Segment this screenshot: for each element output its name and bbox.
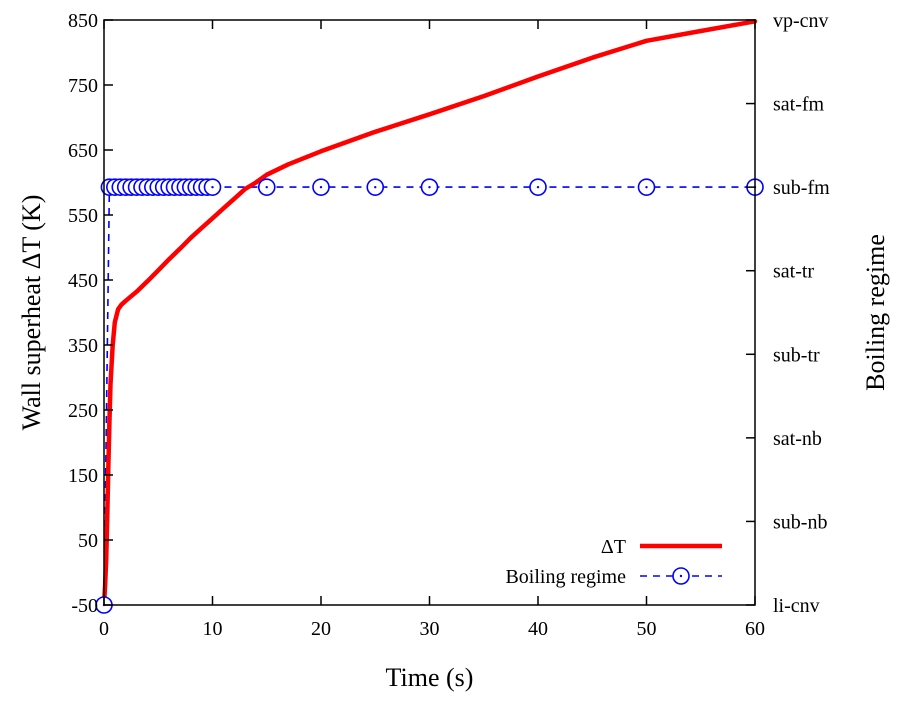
legend: ΔT Boiling regime bbox=[505, 536, 722, 588]
plot-frame bbox=[103, 19, 756, 606]
x-tick-label: 20 bbox=[311, 618, 331, 640]
x-axis-title: Time (s) bbox=[386, 663, 474, 692]
y2-tick-label: vp-cnv bbox=[773, 10, 829, 32]
boiling-regime-point-center bbox=[265, 185, 268, 189]
x-tick-label: 40 bbox=[528, 618, 548, 640]
y2-tick-label: sat-nb bbox=[773, 428, 822, 450]
legend-label-boiling-regime: Boiling regime bbox=[505, 566, 626, 588]
series-boiling-regime-line bbox=[103, 186, 755, 606]
y2-axis-title: Boiling regime bbox=[861, 234, 890, 391]
y-tick-label: 750 bbox=[68, 75, 98, 97]
boiling-regime-point-center bbox=[211, 185, 214, 189]
x-tick-label: 30 bbox=[420, 618, 440, 640]
plot-layer bbox=[95, 19, 764, 614]
y-tick-label: 50 bbox=[78, 530, 98, 552]
legend-label-delta-t: ΔT bbox=[601, 536, 626, 558]
boiling-regime-point-center bbox=[536, 185, 540, 189]
y2-tick-label: sat-tr bbox=[773, 261, 814, 283]
boiling-regime-point-center bbox=[645, 185, 648, 189]
boiling-regime-point-center bbox=[319, 185, 323, 189]
y-tick-label: 450 bbox=[68, 270, 98, 292]
y-tick-label: 150 bbox=[68, 465, 98, 487]
legend-swatch-marker-center bbox=[679, 574, 683, 578]
legend-swatches bbox=[640, 543, 722, 585]
y-tick-label: 850 bbox=[68, 10, 98, 32]
x-tick-label: 50 bbox=[637, 618, 657, 640]
ticks-layer: -50 50 150 250 350 450 550 650 750 850 li-cnv sub-n… bbox=[68, 10, 830, 640]
y-tick-label: 650 bbox=[68, 140, 98, 162]
y2-tick-label: sub-fm bbox=[773, 177, 830, 199]
x-tick-label: 10 bbox=[203, 618, 223, 640]
y2-tick-label: sub-tr bbox=[773, 344, 820, 366]
x-tick-label: 60 bbox=[745, 618, 765, 640]
boiling-regime-point-center bbox=[374, 185, 377, 189]
y-axis-title: Wall superheat ΔT (K) bbox=[17, 195, 46, 431]
y-tick-label: 550 bbox=[68, 205, 98, 227]
boiling-regime-point-center bbox=[428, 185, 431, 189]
y-tick-label: -50 bbox=[71, 595, 98, 617]
y-tick-label: 350 bbox=[68, 335, 98, 357]
y2-tick-label: sat-fm bbox=[773, 94, 825, 116]
y2-tick-label: sub-nb bbox=[773, 511, 827, 533]
y2-tick-label: li-cnv bbox=[773, 595, 820, 617]
x-tick-label: 0 bbox=[99, 618, 109, 640]
y-tick-label: 250 bbox=[68, 400, 98, 422]
series-delta-t-line bbox=[101, 19, 758, 608]
